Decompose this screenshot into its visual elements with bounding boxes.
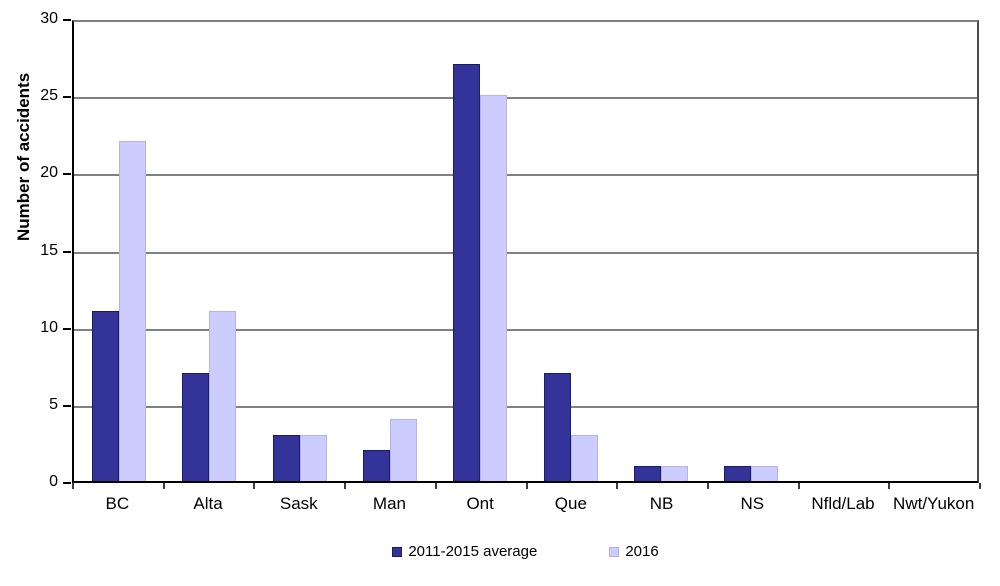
category-slot-ns (706, 22, 796, 481)
bar-2011-2015-average-man (363, 450, 391, 481)
x-tick-mark (706, 483, 709, 489)
gridline-15 (74, 251, 977, 254)
x-axis-label-sask: Sask (279, 494, 318, 513)
x-axis-label-nb: NB (649, 494, 674, 513)
x-tick-mark (72, 483, 74, 489)
y-tick-label-5: 5 (49, 395, 58, 413)
x-axis-label-ont: Ont (466, 494, 494, 513)
bar-2016-bc (119, 141, 147, 481)
category-slot-bc (74, 22, 164, 481)
x-axis-labels: BC Alta Sask Man Ont Que NB NS Nfld/Lab Nwt/Yukon (72, 494, 979, 514)
bar-2011-2015-average-ont (453, 64, 481, 481)
bar-2016-nb (660, 466, 688, 481)
bar-2016-ns (751, 466, 779, 481)
category-slot-man (345, 22, 435, 481)
x-axis-label-bc: BC (105, 494, 130, 513)
bar-2011-2015-average-ns (724, 466, 752, 481)
bar-2016-ont (480, 95, 508, 481)
y-tick-label-15: 15 (40, 241, 58, 259)
x-tick-mark (979, 483, 981, 489)
bar-2011-2015-average-bc (92, 311, 120, 481)
plot-area (72, 20, 979, 483)
x-tick-mark (888, 483, 891, 489)
legend-item-2011-2015-average: 2011-2015 average (392, 543, 537, 560)
legend: 2011-2015 average 2016 (72, 543, 979, 560)
bar-2011-2015-average-que (543, 373, 571, 481)
x-axis-label-nwt-yukon: Nwt/Yukon (893, 494, 975, 513)
x-axis-label-nfld-lab: Nfld/Lab (811, 494, 875, 513)
y-tick-mark (63, 327, 71, 330)
x-axis-label-man: Man (372, 494, 406, 513)
bar-2011-2015-average-nb (633, 466, 661, 481)
bar-2016-sask (299, 435, 327, 481)
category-slot-sask (255, 22, 345, 481)
y-tick-label-20: 20 (40, 164, 58, 182)
legend-label: 2011-2015 average (408, 543, 538, 560)
x-axis-label-que: Que (554, 494, 587, 513)
legend-label: 2016 (625, 543, 659, 560)
gridline-20 (74, 174, 977, 177)
bar-2016-que (570, 435, 598, 481)
x-tick-mark (797, 483, 800, 489)
x-tick-mark (162, 483, 165, 489)
x-tick-mark (616, 483, 619, 489)
category-slot-nb (616, 22, 706, 481)
gridline-5 (74, 405, 977, 408)
x-tick-mark (525, 483, 528, 489)
x-tick-mark (434, 483, 437, 489)
category-slot-nfld-lab (796, 22, 886, 481)
y-tick-mark (63, 250, 71, 253)
y-tick-mark (63, 96, 71, 99)
legend-item-2016: 2016 (609, 543, 659, 560)
bar-2016-alta (209, 311, 237, 481)
y-tick-mark (63, 404, 71, 407)
x-tick-mark (344, 483, 347, 489)
x-axis-label-alta: Alta (193, 494, 223, 513)
bar-2011-2015-average-alta (182, 373, 210, 481)
y-tick-mark (63, 482, 71, 484)
y-tick-mark (63, 173, 71, 176)
category-slot-nwt-yukon (887, 22, 977, 481)
y-tick-mark (63, 19, 71, 21)
y-tick-label-10: 10 (40, 318, 58, 336)
gridline-25 (74, 97, 977, 100)
bars-layer (74, 22, 977, 481)
bar-2016-man (390, 419, 418, 481)
category-slot-alta (164, 22, 254, 481)
bar-2011-2015-average-sask (272, 435, 300, 481)
legend-swatch-icon (609, 546, 620, 557)
x-tick-mark (253, 483, 256, 489)
category-slot-que (525, 22, 615, 481)
x-axis-label-ns: NS (740, 494, 765, 513)
y-tick-label-0: 0 (49, 473, 58, 490)
category-slot-ont (435, 22, 525, 481)
gridline-10 (74, 328, 977, 331)
y-tick-label-30: 30 (40, 10, 58, 27)
y-tick-label-25: 25 (40, 87, 58, 105)
legend-swatch-icon (392, 546, 403, 557)
